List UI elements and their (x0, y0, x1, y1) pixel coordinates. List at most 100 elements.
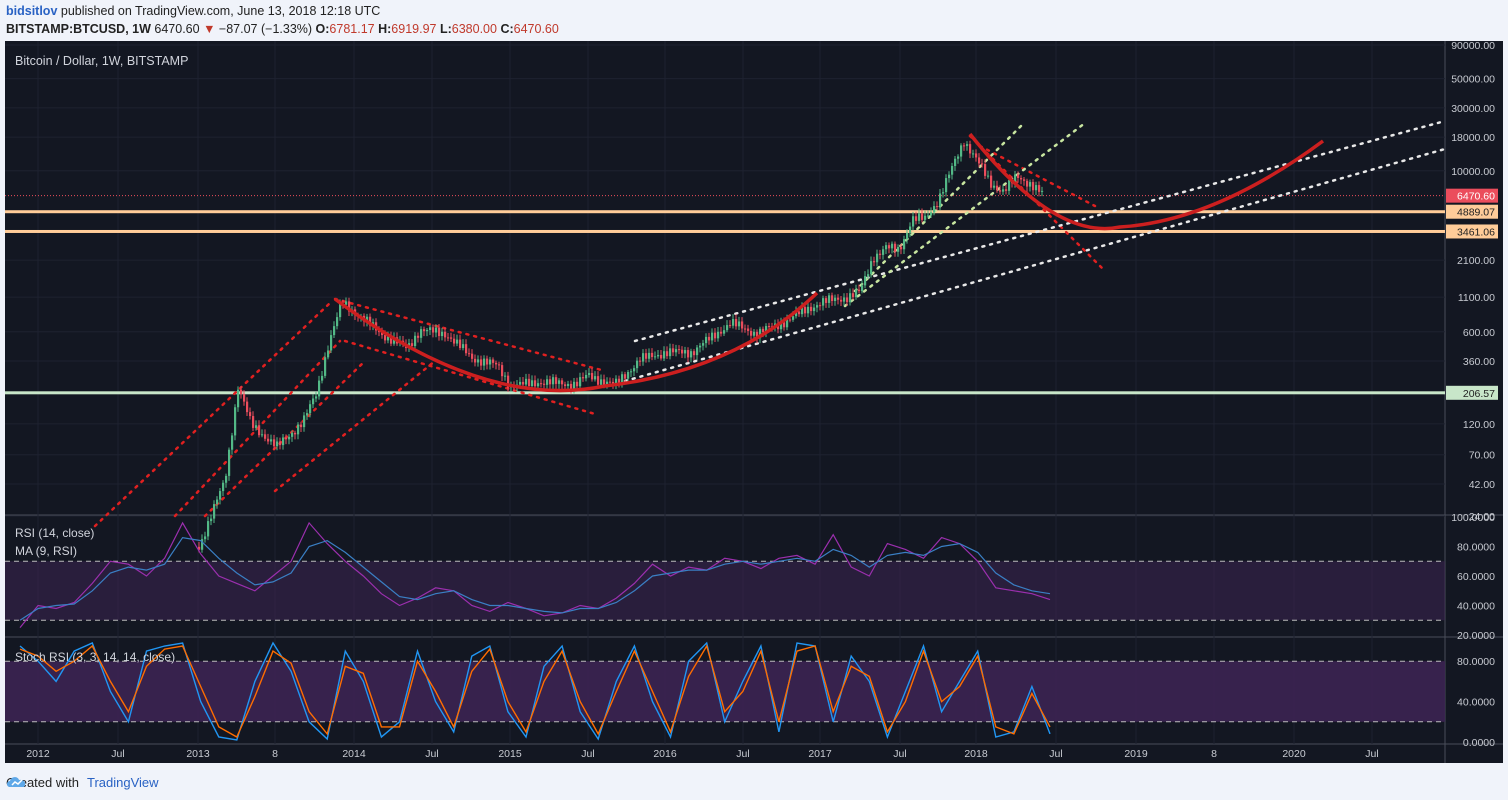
candle-body (423, 329, 426, 332)
candle-body (1002, 189, 1005, 192)
time-tick-label: 2017 (808, 748, 832, 760)
time-tick-label: Jul (425, 748, 438, 760)
rsi-tick-label: 20.0000 (1457, 630, 1495, 642)
candle-body (678, 349, 681, 351)
candle-body (570, 383, 573, 390)
rsi-tick-label: 100.0000 (1451, 512, 1495, 524)
candle-body (609, 381, 612, 383)
candle-body (441, 331, 444, 337)
stoch-band (5, 661, 1445, 722)
candle-body (657, 354, 660, 357)
candle-body (894, 243, 897, 252)
time-tick-label: 8 (1211, 748, 1217, 760)
stoch-tick-label: 0.0000 (1463, 737, 1495, 749)
candle-body (981, 163, 984, 165)
candle-body (807, 306, 810, 314)
candle-body (633, 368, 636, 372)
candle-body (531, 380, 534, 387)
last-price-tag-bg (1446, 188, 1498, 203)
candle-body (249, 412, 252, 417)
candle-body (534, 380, 537, 387)
candle-body (246, 401, 249, 413)
trend-line-red (93, 301, 332, 528)
candle-body (939, 193, 942, 207)
candle-body (747, 328, 750, 331)
candle-body (882, 249, 885, 255)
candle-body (696, 347, 699, 356)
candle-body (294, 432, 297, 435)
candle-body (867, 274, 870, 277)
price-tick-label: 50000.00 (1451, 74, 1495, 86)
candle-body (930, 212, 933, 216)
candle-body (693, 351, 696, 356)
candle-body (447, 337, 450, 339)
stoch-tick-label: 40.0000 (1457, 697, 1495, 709)
chart-svg[interactable]: 90000.00 50000.00 30000.00 18000.00 10000.00… (5, 41, 1503, 763)
candle-body (207, 521, 210, 537)
candle-body (594, 376, 597, 380)
price-tick-label: 2100.00 (1457, 255, 1495, 267)
price-axis-bg (1445, 41, 1503, 763)
time-tick-label: 2016 (653, 748, 677, 760)
candle-body (261, 434, 264, 436)
candle-body (738, 321, 741, 327)
candle-body (861, 285, 864, 292)
symbol-bar: BITSTAMP:BTCUSD, 1W 6470.60 ▼ −87.07 (−1… (6, 22, 559, 36)
candle-body (975, 153, 978, 158)
time-tick-label: 2014 (342, 748, 366, 760)
time-tick-label: Jul (581, 748, 594, 760)
candle-body (1035, 185, 1038, 191)
candle-body (585, 374, 588, 379)
candle-body (414, 335, 417, 346)
candle-body (915, 216, 918, 221)
candle-body (873, 261, 876, 263)
candle-body (198, 546, 201, 550)
candle-body (519, 381, 522, 385)
level-tag-label: 206.57 (1463, 388, 1495, 400)
candle-body (669, 348, 672, 357)
candle-body (636, 360, 639, 369)
candle-body (870, 261, 873, 275)
candle-body (765, 326, 768, 333)
candle-body (438, 327, 441, 337)
rsi-tick-label: 80.0000 (1457, 542, 1495, 554)
candle-body (540, 383, 543, 385)
high-label: H: (378, 22, 392, 36)
candle-body (384, 335, 387, 341)
candle-body (1032, 182, 1035, 191)
time-tick-label: Jul (1365, 748, 1378, 760)
symbol-label: BITSTAMP:BTCUSD, 1W (6, 22, 151, 36)
level-tag-bg (1446, 224, 1498, 239)
candle-body (825, 298, 828, 303)
candle-body (264, 434, 267, 439)
tradingview-logo-link[interactable]: TradingView (7, 775, 159, 790)
price-tick-label: 120.00 (1463, 419, 1495, 431)
candle-body (552, 377, 555, 385)
candle-body (306, 413, 309, 416)
candle-body (963, 145, 966, 147)
candle-body (501, 365, 504, 377)
candle-body (876, 253, 879, 263)
candle-body (420, 329, 423, 338)
candle-body (759, 328, 762, 339)
down-arrow-icon: ▼ (203, 22, 216, 36)
candle-body (822, 298, 825, 306)
time-tick-label: 2015 (498, 748, 522, 760)
candle-body (315, 396, 318, 399)
candle-body (708, 336, 711, 341)
candle-body (768, 326, 771, 328)
chart-area[interactable]: 90000.00 50000.00 30000.00 18000.00 10000.00… (5, 41, 1503, 763)
candle-body (603, 379, 606, 385)
candle-body (942, 192, 945, 194)
candle-body (297, 424, 300, 435)
rsi-tick-label: 40.0000 (1457, 601, 1495, 613)
candle-body (783, 322, 786, 328)
author-link[interactable]: bidsitlov (6, 4, 58, 18)
candle-body (780, 322, 783, 330)
candle-body (651, 352, 654, 358)
candle-body (339, 303, 342, 318)
time-tick-label: Jul (1049, 748, 1062, 760)
candle-body (705, 336, 708, 344)
candle-body (273, 439, 276, 447)
candle-body (903, 239, 906, 250)
